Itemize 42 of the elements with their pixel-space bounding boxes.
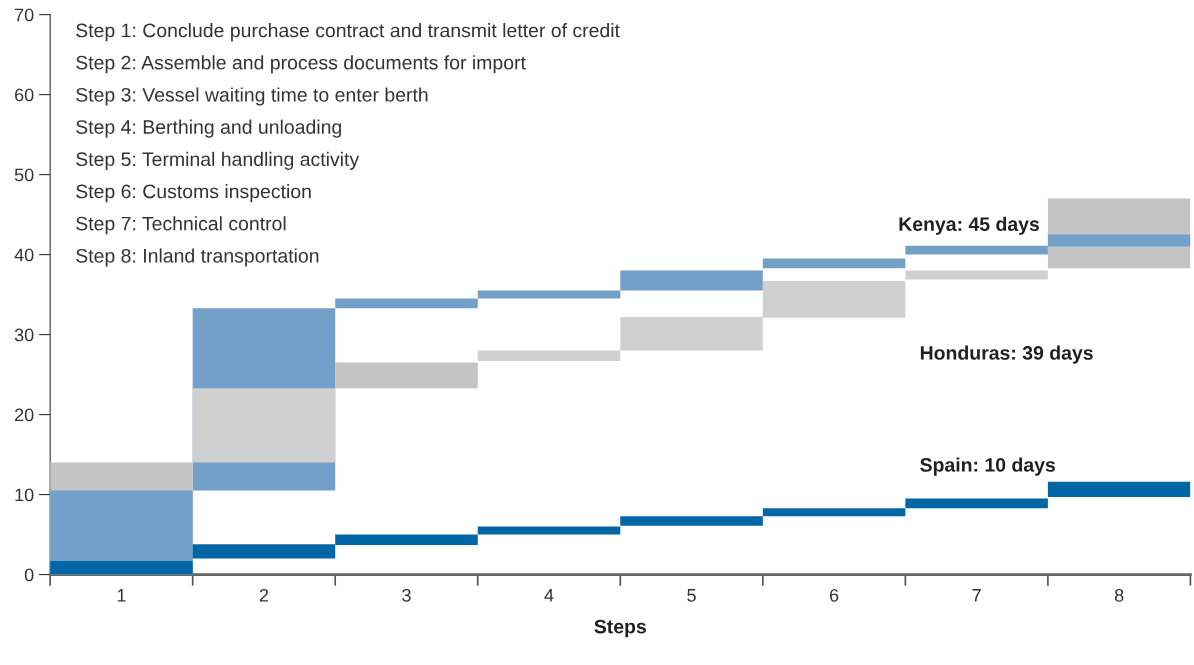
series-label: Kenya: 45 days [899, 216, 1040, 235]
annotation: Step 8: Inland transportation [76, 248, 319, 267]
bar [905, 270, 1048, 280]
x-tick-label: 4 [544, 589, 554, 602]
y-tick-label: 20 [15, 408, 34, 422]
annotation: Step 1: Conclude purchase contract and transmit letter of credit [76, 23, 620, 42]
y-tick-label: 40 [14, 248, 34, 262]
x-tick-label: 1 [117, 589, 126, 602]
bar [477, 526, 621, 535]
x-axis-title: Steps [594, 619, 646, 638]
x-tick-label: 2 [259, 588, 269, 602]
bar [335, 298, 478, 309]
y-tick-label: 30 [14, 328, 34, 342]
x-tick-label: 7 [972, 589, 981, 602]
bar [905, 498, 1048, 509]
bar [620, 516, 763, 526]
bar [477, 290, 621, 299]
x-tick-label: 5 [687, 589, 696, 602]
annotation: Step 5: Terminal handling activity [76, 151, 360, 170]
y-tick-label: 10 [15, 488, 34, 502]
y-tick-label: 50 [14, 168, 34, 182]
series-label: Spain: 10 days [920, 457, 1055, 476]
x-tick-label: 3 [402, 588, 411, 602]
bar [620, 270, 763, 291]
annotation: Step 2: Assemble and process documents for import [76, 55, 526, 74]
series-label: Honduras: 39 days [920, 345, 1093, 364]
bar [50, 560, 193, 575]
y-tick-label: 0 [24, 568, 34, 582]
x-tick-label: 8 [1114, 588, 1124, 602]
bar [335, 362, 478, 389]
bar [192, 388, 336, 463]
y-tick-label: 70 [15, 8, 34, 22]
annotation: Step 6: Customs inspection [76, 184, 311, 203]
bar [477, 350, 621, 361]
bar [762, 258, 906, 269]
annotation: Step 4: Berthing and unloading [76, 119, 342, 138]
annotation: Step 7: Technical control [76, 216, 286, 235]
x-tick-label: 6 [829, 588, 839, 602]
y-tick-label: 60 [15, 88, 34, 102]
annotation: Step 3: Vessel waiting time to enter berth [76, 87, 428, 106]
bar [762, 508, 906, 517]
bar [1047, 481, 1191, 497]
